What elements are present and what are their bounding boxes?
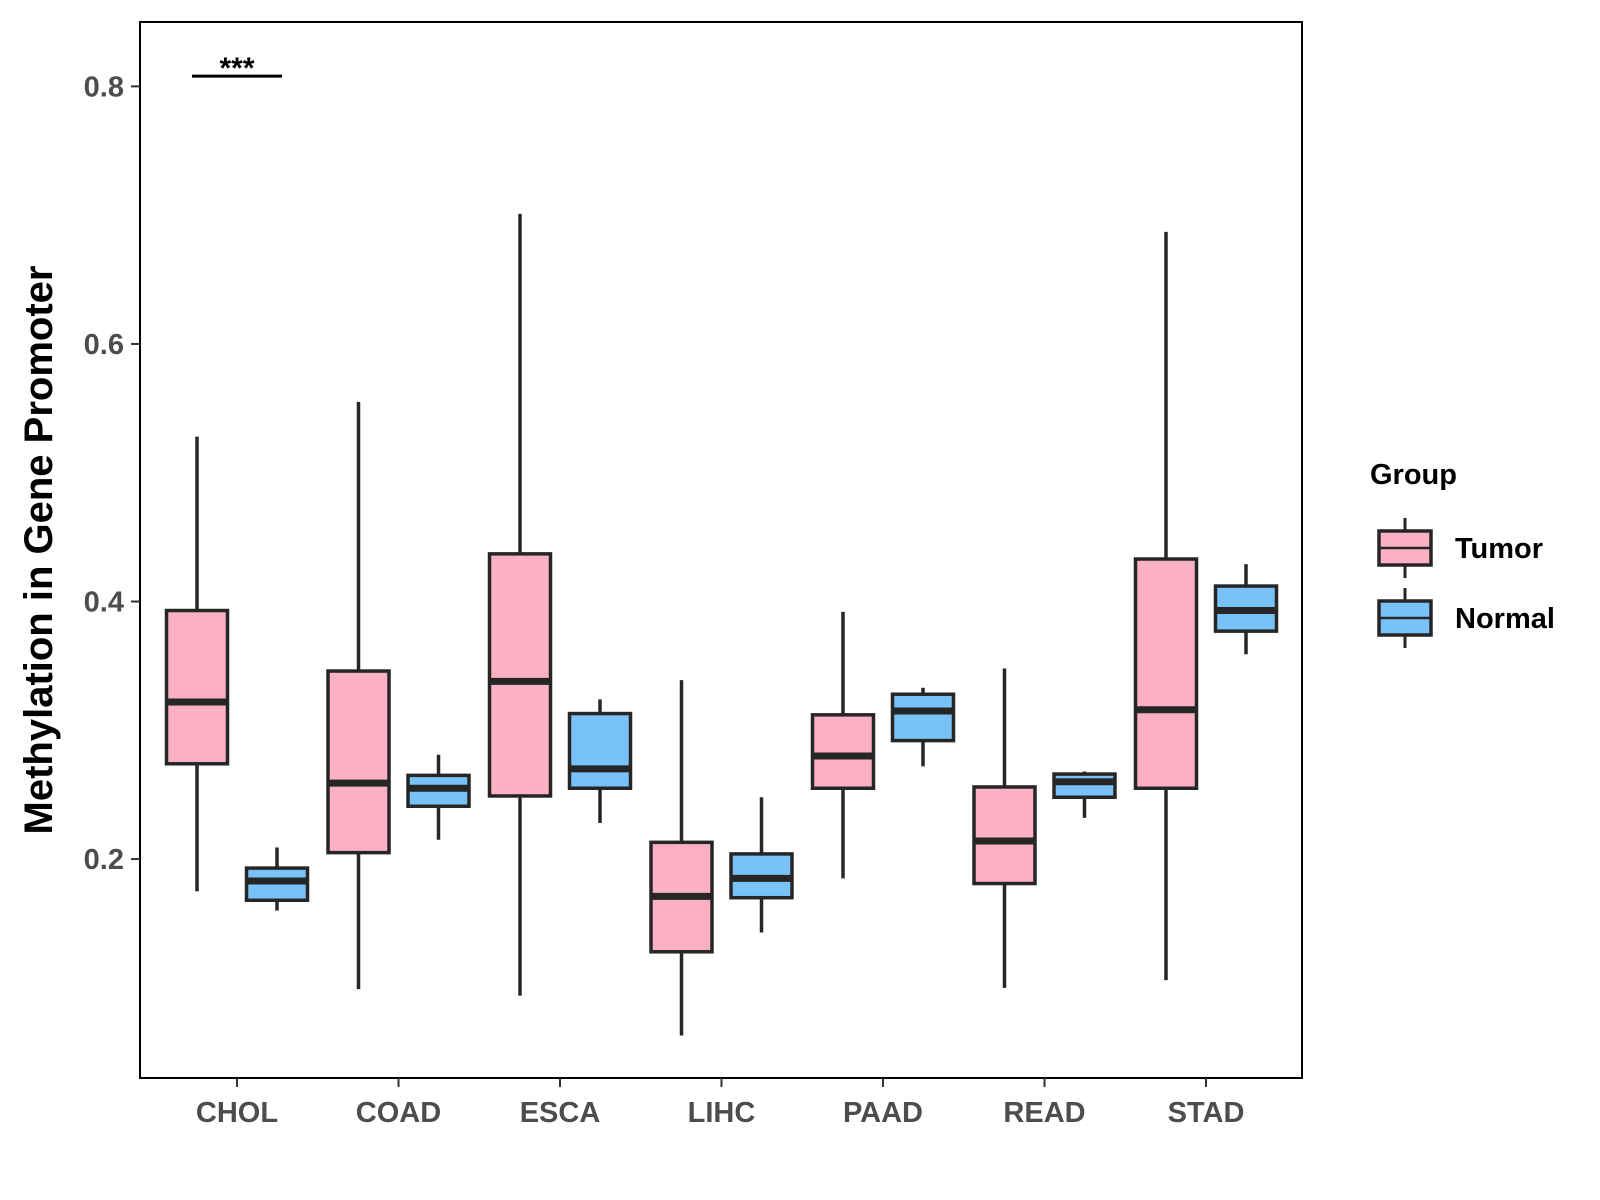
box-body-esca-tumor bbox=[487, 552, 553, 798]
box-layer bbox=[164, 213, 1279, 1036]
box-body-chol-tumor bbox=[164, 608, 230, 766]
y-tick-label: 0.6 bbox=[84, 329, 124, 361]
box-esca-tumor bbox=[487, 213, 553, 996]
y-axis-title: Methylation in Gene Promoter bbox=[17, 266, 61, 835]
legend-label-normal: Normal bbox=[1455, 603, 1555, 635]
box-stad-tumor bbox=[1133, 231, 1199, 981]
box-body-stad-tumor bbox=[1133, 557, 1199, 790]
legend-items: Tumor Normal bbox=[1377, 518, 1555, 648]
x-tick-label: READ bbox=[1003, 1097, 1085, 1129]
box-lihc-tumor bbox=[649, 680, 714, 1036]
x-tick-label: ESCA bbox=[520, 1097, 601, 1129]
x-tick-label: PAAD bbox=[843, 1097, 923, 1129]
y-tick-label: 0.2 bbox=[84, 844, 124, 876]
box-lihc-normal bbox=[729, 797, 794, 933]
box-chol-tumor bbox=[164, 436, 230, 892]
box-chol-normal bbox=[244, 847, 310, 911]
box-coad-tumor bbox=[326, 401, 391, 990]
y-axis: 0.2 0.4 0.6 0.8 bbox=[84, 71, 140, 876]
legend: Group Tumor Normal bbox=[1370, 459, 1555, 648]
box-body-paad-normal bbox=[890, 692, 956, 743]
box-read-normal bbox=[1052, 771, 1117, 818]
box-esca-normal bbox=[567, 699, 633, 824]
x-tick-label: STAD bbox=[1168, 1097, 1245, 1129]
x-tick-label: LIHC bbox=[688, 1097, 756, 1129]
plot-panel bbox=[139, 21, 1303, 1079]
y-tick-label: 0.8 bbox=[84, 71, 124, 103]
box-body-read-normal bbox=[1052, 772, 1117, 800]
box-body-coad-tumor bbox=[326, 669, 391, 855]
significance-label: *** bbox=[219, 52, 254, 85]
box-paad-tumor bbox=[810, 611, 876, 879]
box-coad-normal bbox=[406, 754, 471, 840]
y-tick-label: 0.4 bbox=[84, 587, 124, 619]
box-stad-normal bbox=[1213, 564, 1279, 655]
x-tick-label: CHOL bbox=[196, 1097, 278, 1129]
box-paad-normal bbox=[890, 687, 956, 767]
box-read-tumor bbox=[972, 668, 1037, 988]
legend-title: Group bbox=[1370, 459, 1457, 491]
box-body-esca-normal bbox=[567, 711, 633, 790]
box-body-paad-tumor bbox=[810, 713, 876, 790]
box-body-read-tumor bbox=[972, 785, 1037, 886]
legend-label-tumor: Tumor bbox=[1455, 533, 1543, 565]
x-axis: CHOL COAD ESCA LIHC PAAD READ STAD bbox=[196, 1078, 1244, 1129]
annotation-layer: *** bbox=[192, 52, 282, 85]
x-tick-label: COAD bbox=[356, 1097, 441, 1129]
